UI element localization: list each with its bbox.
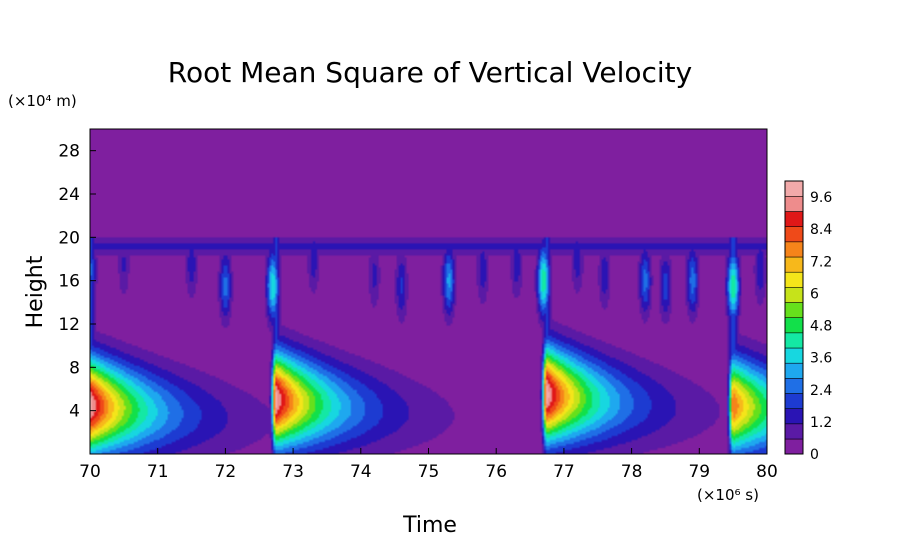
colorbar-swatch [784,438,804,455]
x-unit-label: (×10⁶ s) [697,486,759,504]
x-tick-label: 73 [282,462,304,482]
y-axis-ticks: 4 8 12 16 20 24 28 [58,142,96,422]
colorbar-swatch [784,362,804,379]
colorbar-swatch [784,256,804,273]
colorbar-swatch [784,271,804,288]
y-tick-label: 20 [58,228,80,248]
y-unit-label: (×10⁴ m) [8,92,77,110]
colorbar-swatch [784,393,804,410]
colorbar-swatch [784,302,804,319]
colorbar-label: 9.6 [810,190,832,206]
colorbar-swatch [784,241,804,258]
colorbar-swatch [784,286,804,303]
chart-title: Root Mean Square of Vertical Velocity [168,56,692,89]
colorbar-frame [784,180,804,455]
colorbar-label: 3.6 [810,351,832,367]
x-axis-ticks: 70 71 72 73 74 75 76 77 78 79 80 [79,448,778,482]
colorbar-swatch [784,377,804,394]
colorbar-swatch [784,180,804,197]
colorbar-label: 2.4 [810,383,832,399]
colorbar-label: 7.2 [810,254,832,270]
colorbar-swatch [784,347,804,364]
y-tick-label: 16 [58,272,80,292]
colorbar-label: 6 [810,286,819,302]
y-tick-label: 24 [58,185,80,205]
colorbar-swatch [784,408,804,425]
colorbar-swatch [784,317,804,334]
x-tick-label: 77 [553,462,575,482]
x-tick-label: 71 [147,462,169,482]
y-axis-label: Height [23,255,48,328]
colorbar: 0 1.2 2.4 3.6 4.8 6 7.2 8.4 9.6 [784,180,832,463]
x-tick-label: 76 [485,462,507,482]
plot-area [89,128,768,455]
colorbar-label: 1.2 [810,415,832,431]
colorbar-swatch [784,423,804,440]
x-tick-label: 80 [756,462,778,482]
colorbar-label: 0 [810,447,819,463]
x-tick-label: 74 [350,462,372,482]
colorbar-label: 8.4 [810,222,832,238]
colorbar-swatch [784,226,804,243]
y-tick-label: 12 [58,315,80,335]
x-tick-label: 72 [215,462,237,482]
x-tick-label: 79 [688,462,710,482]
y-tick-label: 28 [58,142,80,162]
x-tick-label: 75 [418,462,440,482]
colorbar-swatch [784,195,804,212]
x-tick-label: 70 [79,462,101,482]
y-tick-label: 4 [69,402,80,422]
heatmap-field [90,129,767,454]
colorbar-label: 4.8 [810,319,832,335]
colorbar-swatch [784,332,804,349]
colorbar-swatch [784,211,804,227]
y-tick-label: 8 [69,358,80,378]
x-axis-label: Time [402,513,457,538]
x-tick-label: 78 [621,462,643,482]
